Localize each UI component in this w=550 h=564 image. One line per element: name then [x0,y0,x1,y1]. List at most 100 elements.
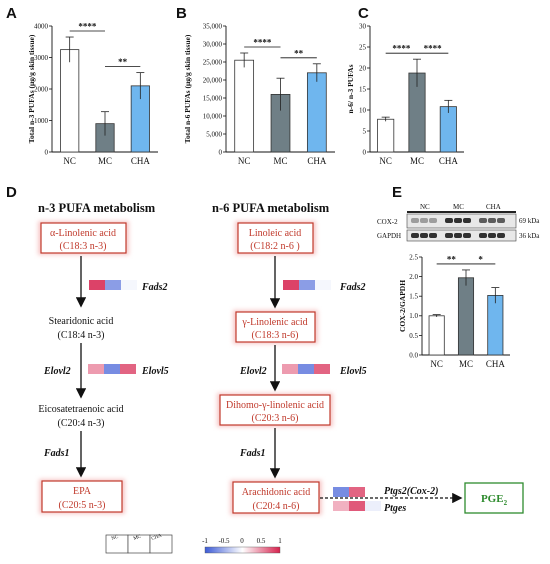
e-bar-mc [457,277,475,356]
n6-node-la-name: Linoleic acid [249,228,301,239]
e-x-tick-label: NC [430,359,443,369]
enzyme-ptgs2: Ptgs2(Cox-2) [384,486,438,497]
band-cox2 [463,218,471,223]
heatmap-fads2-n3 [89,280,137,290]
blot-row-cox2: COX-2 [377,218,398,226]
n6-node-aa-box [232,481,320,514]
n3-node-ala-formula: (C18:3 n-3) [60,241,107,252]
band-gapdh [454,233,462,238]
enzyme-elovl5-n3: Elovl5 [141,366,169,377]
a-sig-label: ** [118,57,128,67]
n3-node-sda-name: Stearidonic acid [49,316,114,327]
scale-label-4: 1 [278,537,282,545]
heatmap-cell [349,501,365,511]
a-y-tick-label: 1000 [34,117,49,125]
heatmap-cell [104,364,120,374]
chart-ratio: 0 5 10 15 20 25 30 n-6/ n-3 PUFAs NC MC CHA **** ***… [346,22,464,166]
panel-letter-d: D [6,184,17,201]
b-y-tick-label: 20,000 [203,76,223,84]
heatmap-cell [365,487,381,497]
legend-label-mc: MC [133,534,143,542]
band-cox2 [411,218,419,223]
n3-node-ala-box [40,222,127,254]
band-cox2 [429,218,437,223]
color-scale-legend: -1 -0.5 0 0.5 1 [202,537,282,554]
heatmap-cell [88,364,104,374]
n3-node-epa-name: EPA [73,486,92,497]
legend-label-cha: CHA [151,533,163,541]
product-pge2-main: PGE [481,493,504,505]
legend-box-cha [149,534,173,554]
heatmap-elovl-n3 [88,364,136,374]
heatmap-cell [282,364,298,374]
n3-node-epa-formula: (C20:5 n-3) [59,500,106,511]
b-x-tick-label: MC [273,156,287,166]
blot-lane-mc: MC [453,203,464,211]
c-y-tick-label: 25 [359,43,367,51]
b-y-tick-label: 35,000 [203,22,223,30]
scale-label-3: 0.5 [257,537,266,545]
band-cox2 [445,218,453,223]
panel-letter-c: C [358,5,369,22]
e-y-axis-label: COX-2/GAPDH [398,280,407,332]
band-gapdh [497,233,505,238]
c-sig-label: **** [424,44,443,54]
c-y-axis-label: n-6/ n-3 PUFAs [346,64,355,113]
n6-node-gla: γ-Linolenic acid (C18:3 n-6) [233,310,318,344]
band-gapdh [479,233,487,238]
e-x-tick-label: MC [459,359,473,369]
chart-n6-total: 0 5,000 10,000 15,000 20,000 25,000 30,000 35,0… [183,22,335,166]
b-y-tick-label: 5,000 [206,130,222,138]
scale-label-0: -1 [202,537,208,545]
e-x-tick-label: CHA [486,359,506,369]
n6-node-dgla-name: Dihomo-γ-linolenic acid [226,400,324,411]
n6-node-aa: Arachidonic acid (C20:4 n-6) [230,480,322,515]
b-bar-nc [234,59,255,153]
a-y-axis-label: Total n-3 PUFAs (μg/g skin tissue) [27,34,36,143]
c-bar-cha [439,106,457,153]
a-y-tick-label: 3000 [34,54,49,62]
e-y-tick-label: 0.5 [409,332,418,340]
n3-node-sda-formula: (C18:4 n-3) [58,330,105,341]
product-pge2-box [464,482,524,514]
heatmap-cell [121,280,137,290]
heatmap-cell [299,280,315,290]
e-y-tick-label: 1.0 [409,312,418,320]
blot-kda-cox2: 69 kDa [519,217,540,225]
c-bar-nc [377,118,395,153]
b-bar-cha [306,72,327,153]
blot-lane-nc: NC [420,203,430,211]
heatmap-cell [365,501,381,511]
b-y-tick-label: 25,000 [203,58,223,66]
heatmap-cell [315,280,331,290]
band-cox2 [497,218,505,223]
western-blot: NC MC CHA COX-2 GAPDH 69 kDa 36 kDa [377,203,540,242]
enzyme-elovl2-n6: Elovl2 [239,366,267,377]
heatmap-fads2-n6 [283,280,331,290]
e-sig-label: ** [447,254,457,264]
n3-node-epa: EPA (C20:5 n-3) [39,479,125,514]
c-y-tick-label: 0 [363,148,367,156]
e-sig-label: * [478,254,483,264]
n6-node-gla-formula: (C18:3 n-6) [252,330,299,341]
a-x-tick-label: MC [98,156,112,166]
b-x-tick-label: NC [238,156,251,166]
heatmap-cell [333,487,349,497]
panel-letter-b: B [176,5,187,22]
n6-node-la-box [237,222,314,254]
e-bar-nc [428,315,445,356]
c-y-tick-label: 5 [363,127,367,135]
enzyme-elovl5-n6: Elovl5 [339,366,367,377]
heatmap-cell [349,487,365,497]
heatmap-elovl-n6 [282,364,330,374]
product-pge2-label: PGE2 [481,493,508,507]
b-y-tick-label: 10,000 [203,112,223,120]
b-y-tick-label: 15,000 [203,94,223,102]
c-y-tick-label: 10 [359,106,367,114]
n3-node-ala-name: α-Linolenic acid [50,228,116,239]
c-sig-label: **** [392,44,411,54]
blot-kda-gapdh: 36 kDa [519,232,540,240]
n6-node-la: Linoleic acid (C18:2 n-6 ) [235,221,316,255]
band-cox2 [420,218,428,223]
